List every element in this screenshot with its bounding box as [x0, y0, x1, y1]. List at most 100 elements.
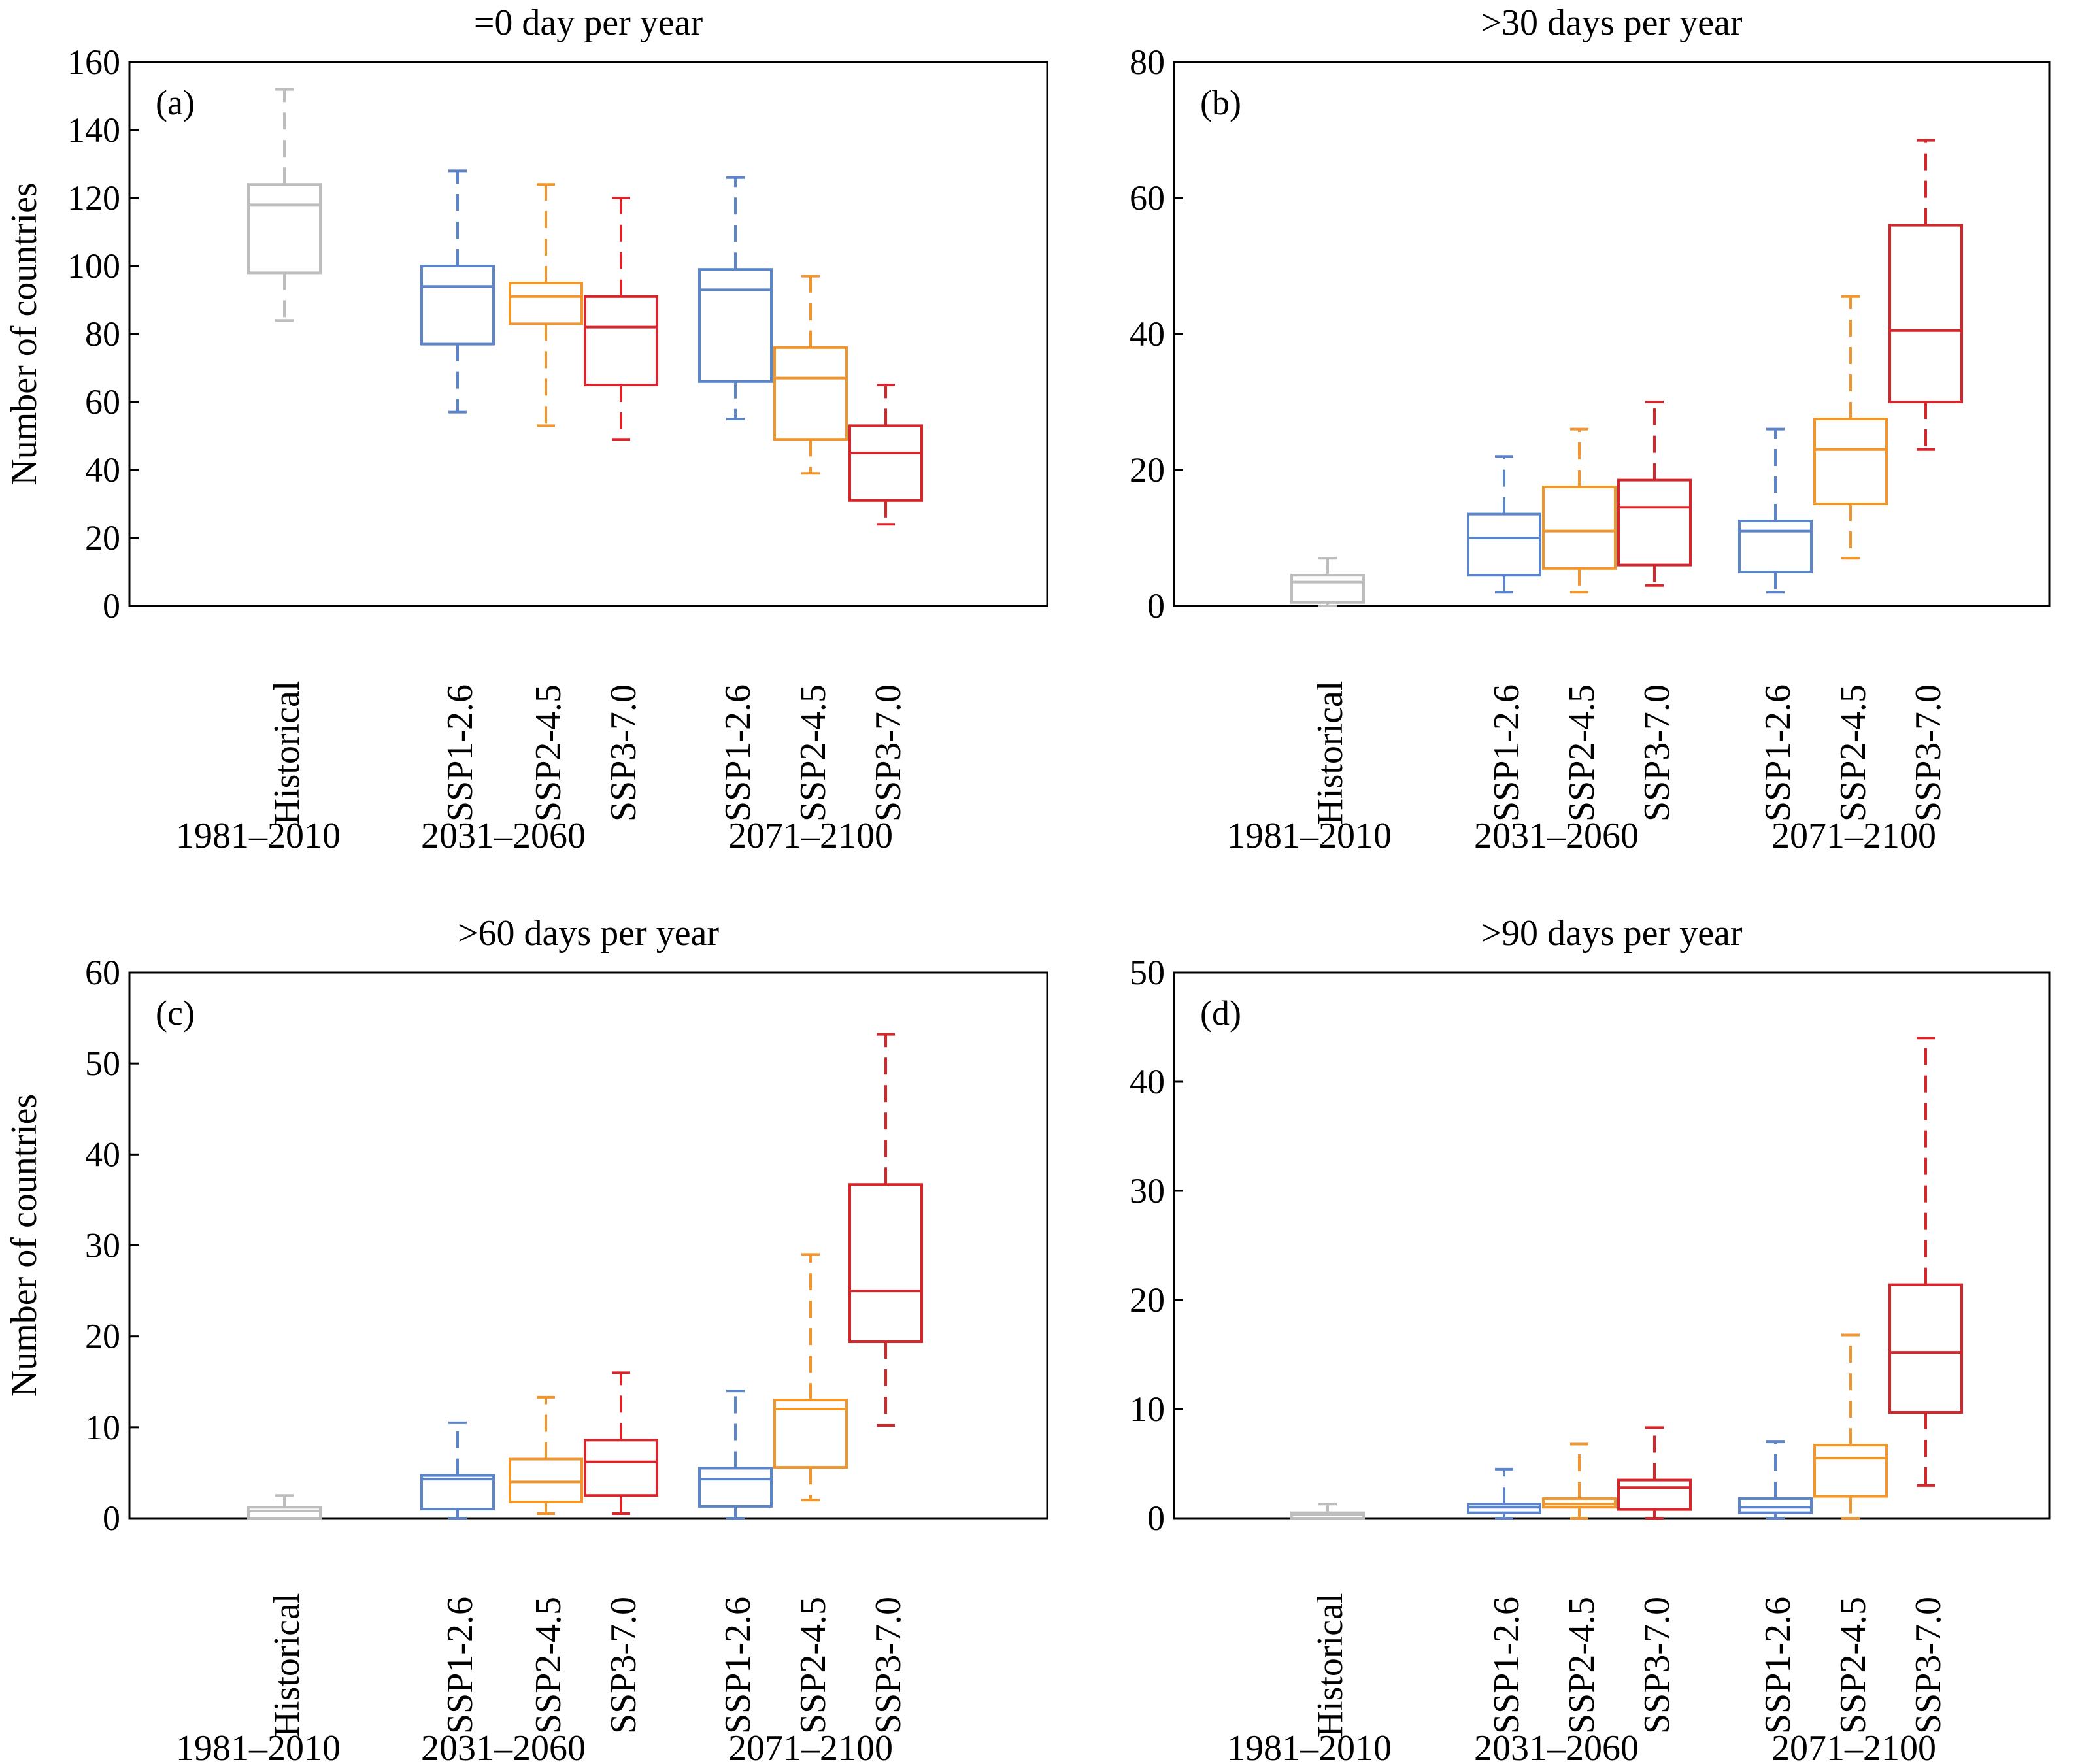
- box-ssp1-2.6-2031: [420, 169, 495, 414]
- y-tick-label: 40: [85, 1135, 120, 1174]
- x-category-label: SSP1-2.6: [718, 1597, 758, 1734]
- y-axis-label: Number of countries: [4, 1094, 44, 1397]
- y-tick-label: 60: [85, 382, 120, 422]
- iqr-box: [1813, 418, 1888, 505]
- y-axis-label: Number of countries: [4, 182, 44, 485]
- y-tick-label: 40: [1130, 1062, 1165, 1101]
- x-category-label: SSP1-2.6: [440, 684, 480, 822]
- plot-frame: [128, 61, 1048, 607]
- x-category-label: SSP3-7.0: [1908, 1597, 1949, 1734]
- iqr-box: [773, 346, 848, 441]
- y-tick-label: 60: [85, 953, 120, 992]
- y-tick-label: 0: [103, 586, 120, 625]
- iqr-box: [1888, 1283, 1963, 1414]
- box-historical-1981: [247, 1494, 322, 1520]
- y-tick-label: 100: [67, 246, 120, 286]
- box-ssp3-7.0-2031: [584, 197, 658, 441]
- y-tick-label: 20: [1130, 450, 1165, 490]
- iqr-box: [247, 1506, 322, 1520]
- chart-title: >90 days per year: [1481, 913, 1742, 954]
- iqr-box: [584, 1439, 658, 1497]
- box-ssp2-4.5-2071: [773, 275, 848, 475]
- iqr-box: [420, 265, 495, 346]
- iqr-box: [509, 1457, 583, 1503]
- y-tick-label: 30: [1130, 1171, 1165, 1210]
- x-category-label: SSP2-4.5: [1562, 684, 1602, 822]
- box-ssp1-2.6-2071: [1738, 1440, 1813, 1520]
- box-historical-1981: [1290, 1503, 1365, 1520]
- plot-frame: [1173, 61, 2051, 607]
- period-label: 2031–2060: [421, 816, 586, 856]
- period-label: 1981–2010: [1227, 816, 1392, 856]
- iqr-box: [1813, 1444, 1888, 1498]
- iqr-box: [698, 268, 773, 383]
- box-ssp1-2.6-2031: [420, 1421, 495, 1520]
- box-ssp2-4.5-2071: [773, 1253, 848, 1502]
- x-category-label: SSP2-4.5: [1833, 1597, 1873, 1734]
- y-tick-label: 10: [1130, 1390, 1165, 1429]
- period-label: 2071–2100: [728, 816, 893, 856]
- y-tick-label: 50: [85, 1044, 120, 1083]
- x-category-label: SSP2-4.5: [1833, 684, 1873, 822]
- x-category-label: Historical: [267, 1593, 307, 1738]
- panel-label: (a): [156, 83, 195, 122]
- box-ssp2-4.5-2071: [1813, 295, 1888, 560]
- iqr-box: [698, 1467, 773, 1508]
- period-label: 2031–2060: [1474, 1728, 1639, 1764]
- y-tick-label: 40: [85, 450, 120, 490]
- y-tick-label: 20: [85, 1317, 120, 1356]
- x-category-label: SSP3-7.0: [1908, 684, 1949, 822]
- box-ssp2-4.5-2031: [509, 183, 583, 427]
- x-category-label: SSP1-2.6: [718, 684, 758, 822]
- iqr-box: [1738, 1497, 1813, 1514]
- plot-frame: [1173, 971, 2051, 1520]
- iqr-box: [1467, 512, 1541, 577]
- y-tick-label: 0: [1147, 1499, 1165, 1538]
- y-tick-label: 30: [85, 1226, 120, 1265]
- period-label: 2071–2100: [1771, 816, 1936, 856]
- chart-panel-d: 0 10 20 30 40 50 >90 days per year (d) Historica…: [1130, 913, 2051, 1764]
- x-category-label: SSP3-7.0: [1637, 1597, 1677, 1734]
- y-tick-label: 60: [1130, 178, 1165, 218]
- chart-title: >60 days per year: [458, 913, 719, 954]
- x-category-label: Historical: [1310, 1593, 1350, 1738]
- x-category-label: SSP3-7.0: [603, 684, 644, 822]
- iqr-box: [848, 1183, 923, 1344]
- box-ssp2-4.5-2031: [1542, 427, 1617, 594]
- box-ssp1-2.6-2031: [1467, 1467, 1541, 1520]
- y-tick-label: 0: [103, 1499, 120, 1538]
- iqr-box: [509, 282, 583, 325]
- box-ssp1-2.6-2071: [1738, 427, 1813, 594]
- y-tick-label: 10: [85, 1408, 120, 1447]
- box-historical-1981: [1290, 557, 1365, 607]
- x-category-label: SSP1-2.6: [440, 1597, 480, 1734]
- x-category-label: SSP1-2.6: [1758, 1597, 1798, 1734]
- y-tick-label: 80: [1130, 42, 1165, 82]
- panel-label: (d): [1200, 993, 1241, 1033]
- iqr-box: [420, 1474, 495, 1511]
- y-tick-label: 0: [1147, 586, 1165, 625]
- y-tick-label: 140: [67, 110, 120, 150]
- box-ssp3-7.0-2071: [848, 1033, 923, 1427]
- period-label: 2031–2060: [1474, 816, 1639, 856]
- iqr-box: [1290, 574, 1365, 604]
- chart-title: =0 day per year: [474, 3, 703, 43]
- y-tick-label: 50: [1130, 953, 1165, 992]
- panel-label: (c): [156, 993, 195, 1033]
- iqr-box: [1617, 478, 1692, 567]
- plot-frame: [128, 971, 1048, 1520]
- iqr-box: [1617, 1478, 1692, 1511]
- iqr-box: [1738, 520, 1813, 573]
- box-ssp2-4.5-2071: [1813, 1333, 1888, 1520]
- box-ssp2-4.5-2031: [1542, 1442, 1617, 1520]
- period-label: 2071–2100: [728, 1728, 893, 1764]
- y-tick-label: 160: [67, 42, 120, 82]
- y-tick-label: 20: [85, 518, 120, 557]
- box-ssp1-2.6-2071: [698, 176, 773, 420]
- iqr-box: [584, 295, 658, 386]
- period-label: 1981–2010: [176, 1728, 341, 1764]
- box-ssp3-7.0-2031: [584, 1371, 658, 1516]
- box-ssp2-4.5-2031: [509, 1395, 583, 1516]
- x-category-label: SSP2-4.5: [1562, 1597, 1602, 1734]
- x-category-label: SSP3-7.0: [868, 684, 909, 822]
